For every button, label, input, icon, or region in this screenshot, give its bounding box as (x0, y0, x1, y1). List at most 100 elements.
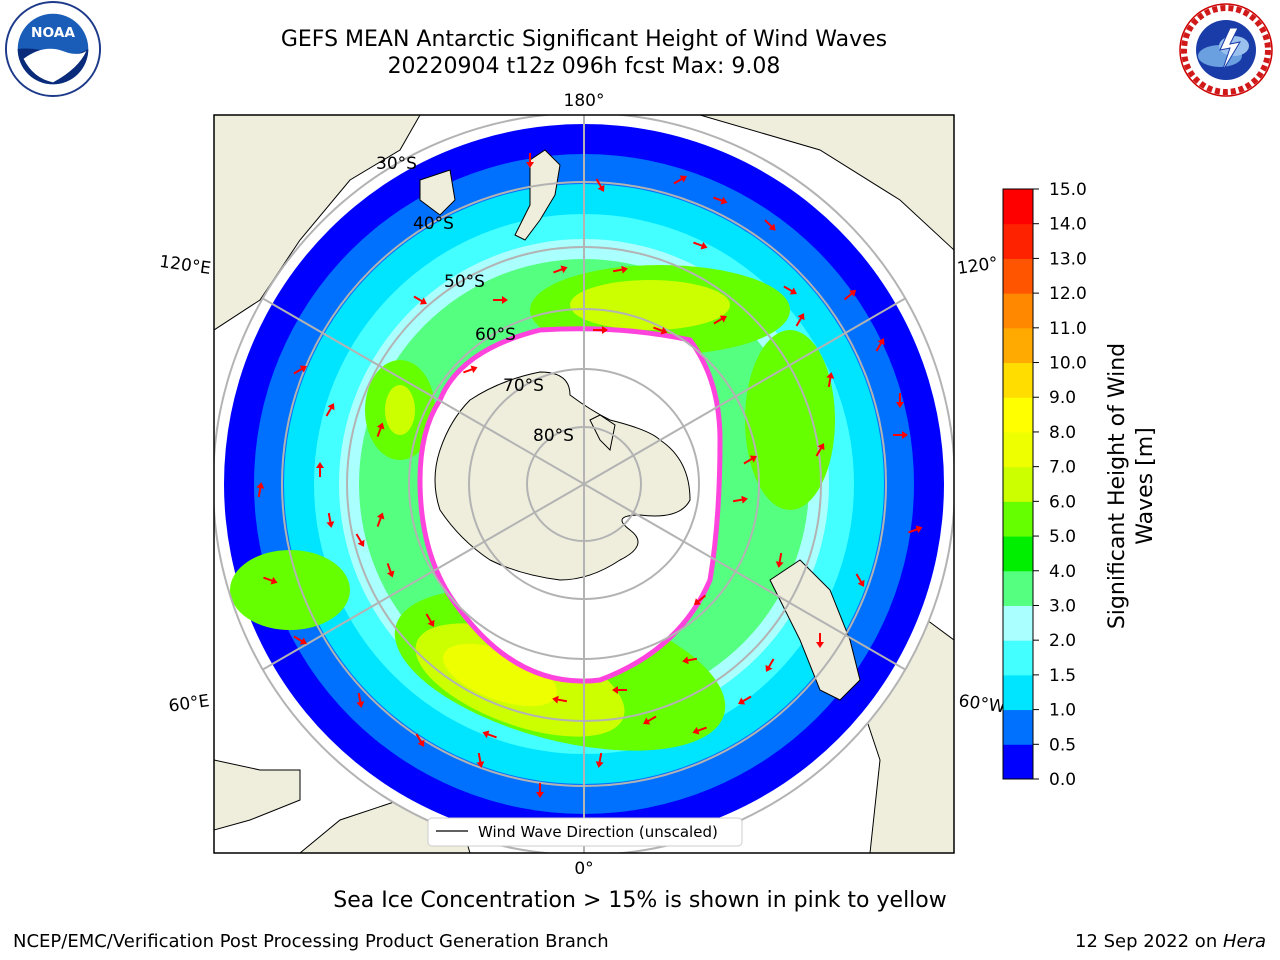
wind-arrow-head (817, 443, 825, 451)
lon-label-0: 0° (574, 859, 593, 879)
wind-arrow-head (356, 701, 365, 708)
colorbar-tick-label: 9.0 (1049, 388, 1076, 408)
wind-arrow (293, 635, 307, 645)
colorbar-tick-label: 10.0 (1049, 354, 1087, 374)
colorbar-segment (1003, 640, 1033, 676)
wind-arrow-head (326, 521, 335, 528)
noaa-logo: NOAA (4, 0, 102, 98)
wind-arrow-head (612, 686, 618, 694)
wind-arrow (493, 296, 508, 304)
wind-arrow (692, 726, 707, 735)
wind-arrow-head (502, 296, 508, 304)
svg-text:NOAA: NOAA (31, 25, 75, 41)
wind-arrow (816, 633, 824, 648)
colorbar-segment (1003, 501, 1033, 537)
lat-label-40s: 40°S (413, 214, 454, 234)
wind-arrow-head (552, 695, 559, 704)
wind-arrow-head (417, 739, 425, 747)
wind-arrow (553, 265, 568, 274)
colorbar-segment (1003, 362, 1033, 398)
colorbar-segment (1003, 744, 1033, 780)
wind-arrow (682, 656, 698, 665)
wind-arrow-head (700, 241, 708, 250)
wind-arrow (316, 462, 324, 477)
wind-arrow (783, 285, 797, 295)
wind-arrow (256, 482, 265, 498)
colorbar-tick-label: 0.0 (1049, 770, 1076, 790)
wind-arrow (355, 533, 365, 547)
legend-label: Wind Wave Direction (unscaled) (478, 823, 718, 841)
wind-arrow (673, 175, 687, 185)
wind-arrow (356, 692, 365, 708)
colorbar-tick-label: 6.0 (1049, 492, 1076, 512)
wind-arrow (908, 525, 923, 534)
colorbar-tick-label: 1.0 (1049, 701, 1076, 721)
wind-arrow (463, 365, 478, 374)
lon-label-60e: 60°E (167, 691, 210, 716)
wind-arrow (386, 563, 395, 578)
wind-arrow-head (765, 664, 773, 672)
lat-label-70s: 70°S (503, 376, 544, 396)
wind-arrow-head (797, 313, 805, 321)
wind-arrow-head (419, 297, 427, 305)
wind-arrow (263, 576, 278, 585)
colorbar-tick-label: 0.5 (1049, 735, 1076, 755)
wind-arrow-head (816, 642, 824, 648)
colorbar-tick-label: 4.0 (1049, 562, 1076, 582)
wind-arrow-head (896, 402, 904, 408)
wind-arrow (743, 455, 757, 465)
wind-arrow-head (482, 730, 490, 739)
wind-arrow-head (679, 175, 687, 183)
colorbar-segment (1003, 431, 1033, 468)
map-legend: Wind Wave Direction (unscaled) (427, 817, 743, 847)
colorbar-segment (1003, 536, 1033, 572)
lat-label-60s: 60°S (475, 325, 516, 345)
wind-arrow (775, 552, 784, 568)
wind-arrow (612, 265, 628, 274)
wind-direction-arrows (256, 153, 923, 798)
wind-arrow (482, 730, 497, 739)
wind-arrow-head (775, 561, 784, 568)
chart-title: GEFS MEAN Antarctic Significant Height o… (280, 27, 888, 52)
map-frame (213, 114, 955, 854)
wind-arrow-head (720, 196, 728, 205)
wind-arrow-head (693, 598, 702, 606)
chart-subtitle: 20220904 t12z 096h fcst Max: 9.08 (387, 54, 781, 79)
wind-arrow (552, 695, 568, 704)
colorbar-segment (1003, 570, 1033, 606)
wind-arrow (376, 422, 385, 437)
colorbar-segment (1003, 258, 1033, 294)
wind-arrow (875, 338, 885, 352)
wind-arrow (476, 752, 485, 768)
wind-arrow-head (256, 482, 265, 489)
wind-arrow (593, 326, 608, 334)
colorbar-segment (1003, 223, 1033, 259)
antarctica (434, 371, 691, 581)
colorbar-segment (1003, 293, 1033, 329)
colorbar-segment (1003, 709, 1033, 745)
wind-arrow-head (902, 431, 908, 439)
colorbar: 0.0 0.5 1.0 1.5 2.0 3.0 4.0 5.0 6.0 7.0 8.0 9.0 10.0… (1002, 180, 1087, 790)
wind-arrow-head (915, 525, 923, 534)
wind-arrow-head (270, 576, 278, 585)
wind-arrow-head (621, 265, 628, 274)
lat-label-30s: 30°S (376, 154, 417, 174)
wind-arrow (693, 241, 708, 250)
wind-arrow (826, 372, 835, 388)
land-tasmania (419, 169, 456, 216)
wind-arrow-head (327, 403, 335, 411)
colorbar-segment (1003, 189, 1033, 225)
colorbar-segment (1003, 397, 1033, 433)
wind-arrow (815, 443, 825, 457)
colorbar-tick-label: 7.0 (1049, 458, 1076, 478)
lon-label-60w: 60°W (957, 691, 1006, 717)
wind-arrow-head (376, 422, 385, 430)
lat-label-80s: 80°S (533, 426, 574, 446)
wind-arrow-head (692, 726, 700, 735)
lon-label-180: 180° (564, 91, 605, 111)
colorbar-tick-label: 11.0 (1049, 319, 1087, 339)
wind-arrow (376, 512, 385, 527)
wind-arrow-head (316, 462, 324, 468)
wind-arrow (713, 196, 728, 205)
